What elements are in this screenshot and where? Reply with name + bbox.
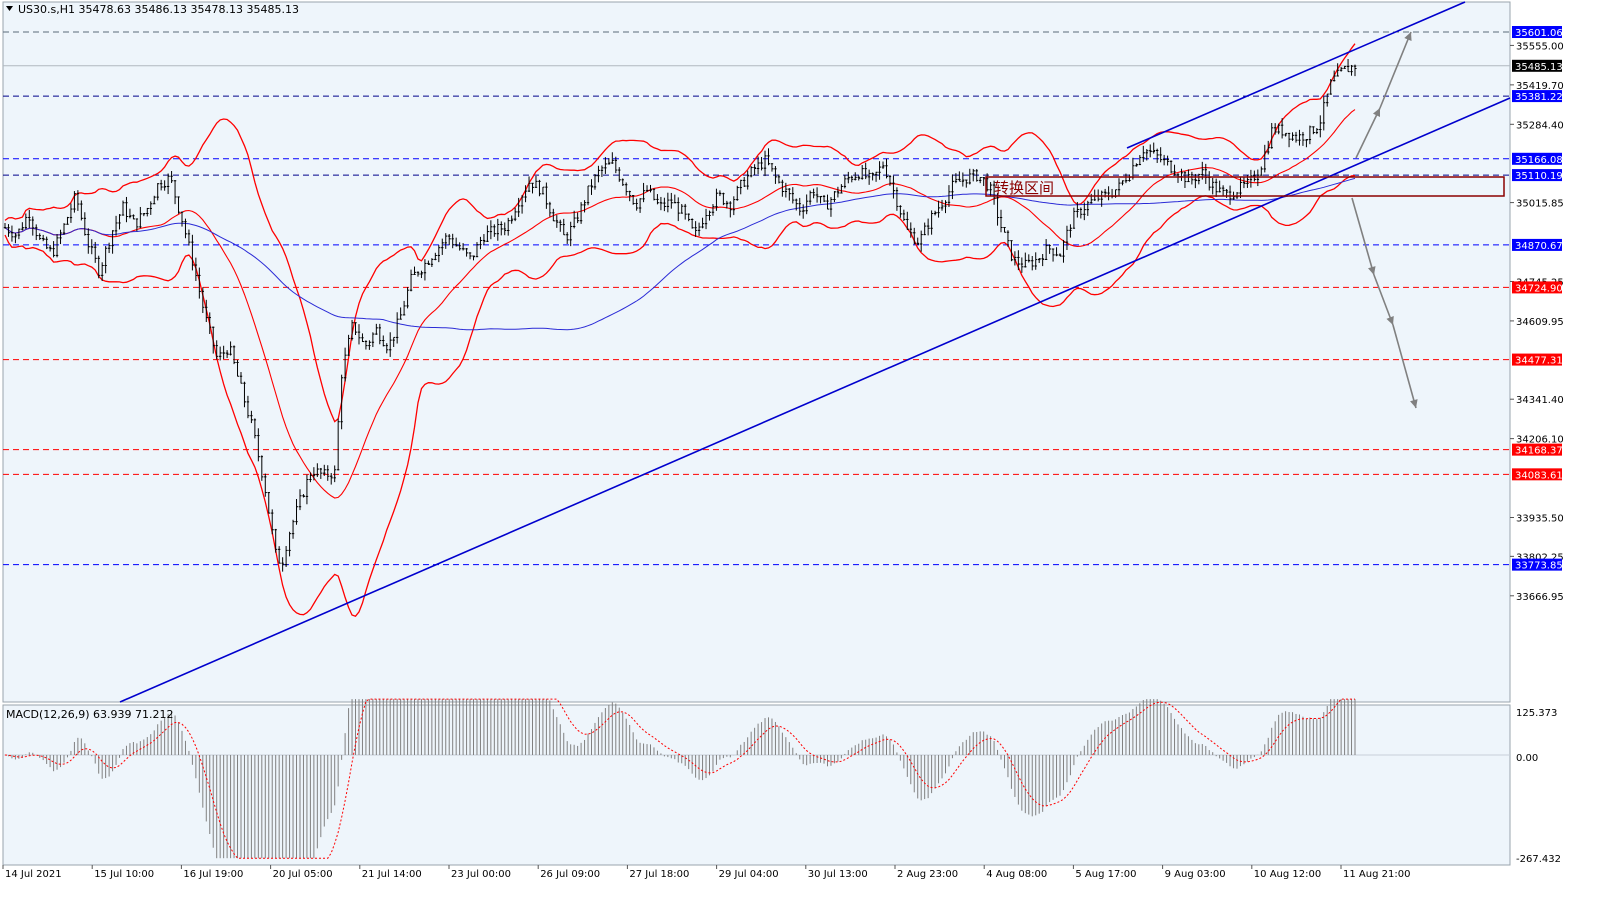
- bearish-projection-arrow-1: [1351, 197, 1375, 276]
- price-label: 34870.67: [1515, 241, 1563, 252]
- price-label-box: [1512, 90, 1562, 103]
- y-tick-label: 33935.50: [1516, 514, 1564, 525]
- bullish-projection-arrow-2-head: [1404, 32, 1412, 41]
- bollinger-middle-band: [4, 109, 1356, 499]
- x-tick-label: 4 Aug 08:00: [986, 869, 1047, 880]
- price-label: 34168.37: [1515, 446, 1563, 457]
- y-tick-label: 35555.00: [1516, 41, 1564, 52]
- price-label-box: [1512, 468, 1562, 481]
- symbol-ohlc-line: US30.s,H1 35478.63 35486.13 35478.13 354…: [18, 3, 299, 16]
- price-label-box: [1512, 59, 1562, 72]
- transition-zone-box: [985, 176, 1505, 197]
- y-tick-label: 33666.95: [1516, 592, 1564, 603]
- y-tick-label: 35284.40: [1516, 120, 1564, 131]
- x-tick-label: 10 Aug 12:00: [1254, 869, 1321, 880]
- bearish-projection-arrow-2: [1373, 274, 1394, 326]
- x-tick-label: 27 Jul 18:00: [629, 869, 689, 880]
- y-tick-label: 34341.40: [1516, 395, 1564, 406]
- macd-panel: [2, 704, 1511, 866]
- price-label-box: [1512, 281, 1562, 294]
- x-tick-label: 9 Aug 03:00: [1165, 869, 1226, 880]
- x-tick-label: 5 Aug 17:00: [1075, 869, 1136, 880]
- price-label: 34083.61: [1515, 470, 1563, 481]
- x-tick-label: 29 Jul 04:00: [719, 869, 779, 880]
- bollinger-upper-band: [4, 43, 1356, 423]
- moving-average-line: [4, 177, 1356, 331]
- y-tick-label: 34609.95: [1516, 317, 1564, 328]
- x-tick-label: 23 Jul 00:00: [451, 869, 511, 880]
- price-label: 35485.13: [1515, 62, 1563, 73]
- macd-tick-label: 0.00: [1516, 753, 1538, 764]
- price-label-box: [1512, 169, 1562, 182]
- x-tick-label: 14 Jul 2021: [5, 869, 62, 880]
- bearish-projection-arrow-3: [1392, 324, 1417, 409]
- price-label-box: [1512, 152, 1562, 165]
- x-tick-label: 30 Jul 13:00: [808, 869, 868, 880]
- bullish-projection-arrow-1-head: [1372, 108, 1381, 117]
- macd-tick-label: -267.432: [1516, 854, 1561, 865]
- price-label: 35601.06: [1515, 28, 1563, 39]
- price-label: 35166.08: [1515, 155, 1563, 166]
- bullish-projection-arrow-2: [1379, 31, 1412, 109]
- y-tick-label: 35419.70: [1516, 81, 1564, 92]
- y-tick-label: 33802.25: [1516, 552, 1564, 563]
- y-tick-label: 35015.85: [1516, 199, 1564, 210]
- price-label-box: [1512, 558, 1562, 571]
- x-tick-label: 11 Aug 21:00: [1343, 869, 1410, 880]
- price-label: 34477.31: [1515, 356, 1563, 367]
- bearish-projection-arrow-3-head: [1410, 399, 1418, 408]
- price-label-box: [1512, 353, 1562, 366]
- price-label: 35110.19: [1515, 171, 1563, 182]
- x-tick-label: 21 Jul 14:00: [362, 869, 422, 880]
- macd-signal-line: [4, 698, 1355, 859]
- channel-upper-trendline: [1126, 1, 1466, 149]
- y-tick-label: 34206.10: [1516, 435, 1564, 446]
- x-tick-label: 16 Jul 19:00: [183, 869, 243, 880]
- bollinger-lower-band: [4, 174, 1356, 617]
- bearish-projection-arrow-1-head: [1368, 266, 1376, 275]
- macd-tick-label: 125.373: [1516, 708, 1557, 719]
- price-label: 34724.90: [1515, 283, 1563, 294]
- bullish-projection-arrow-1: [1355, 107, 1381, 159]
- x-tick-label: 20 Jul 05:00: [273, 869, 333, 880]
- price-label: 35381.22: [1515, 92, 1563, 103]
- price-label-box: [1512, 26, 1562, 38]
- price-label-box: [1512, 443, 1562, 456]
- ascending-support-trendline: [119, 97, 1511, 703]
- macd-label: MACD(12,26,9) 63.939 71.212: [6, 708, 174, 721]
- price-label: 33773.85: [1515, 561, 1563, 572]
- bearish-projection-arrow-2-head: [1386, 316, 1394, 325]
- price-panel: [2, 1, 1511, 703]
- transition-zone-label: 转换区间: [994, 179, 1054, 197]
- price-label-box: [1512, 238, 1562, 251]
- x-tick-label: 15 Jul 10:00: [94, 869, 154, 880]
- x-tick-label: 2 Aug 23:00: [897, 869, 958, 880]
- triangle-down-icon[interactable]: [6, 6, 13, 11]
- x-tick-label: 26 Jul 09:00: [540, 869, 600, 880]
